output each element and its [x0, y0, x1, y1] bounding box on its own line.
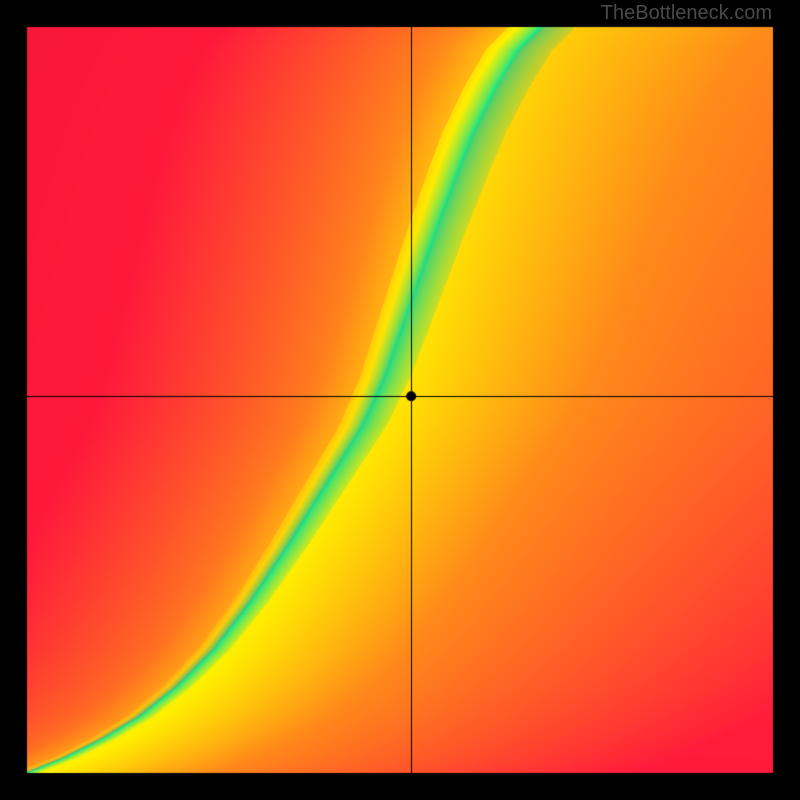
- heatmap-canvas: [0, 0, 800, 800]
- watermark-text: TheBottleneck.com: [601, 2, 772, 25]
- chart-root: TheBottleneck.com: [0, 0, 800, 800]
